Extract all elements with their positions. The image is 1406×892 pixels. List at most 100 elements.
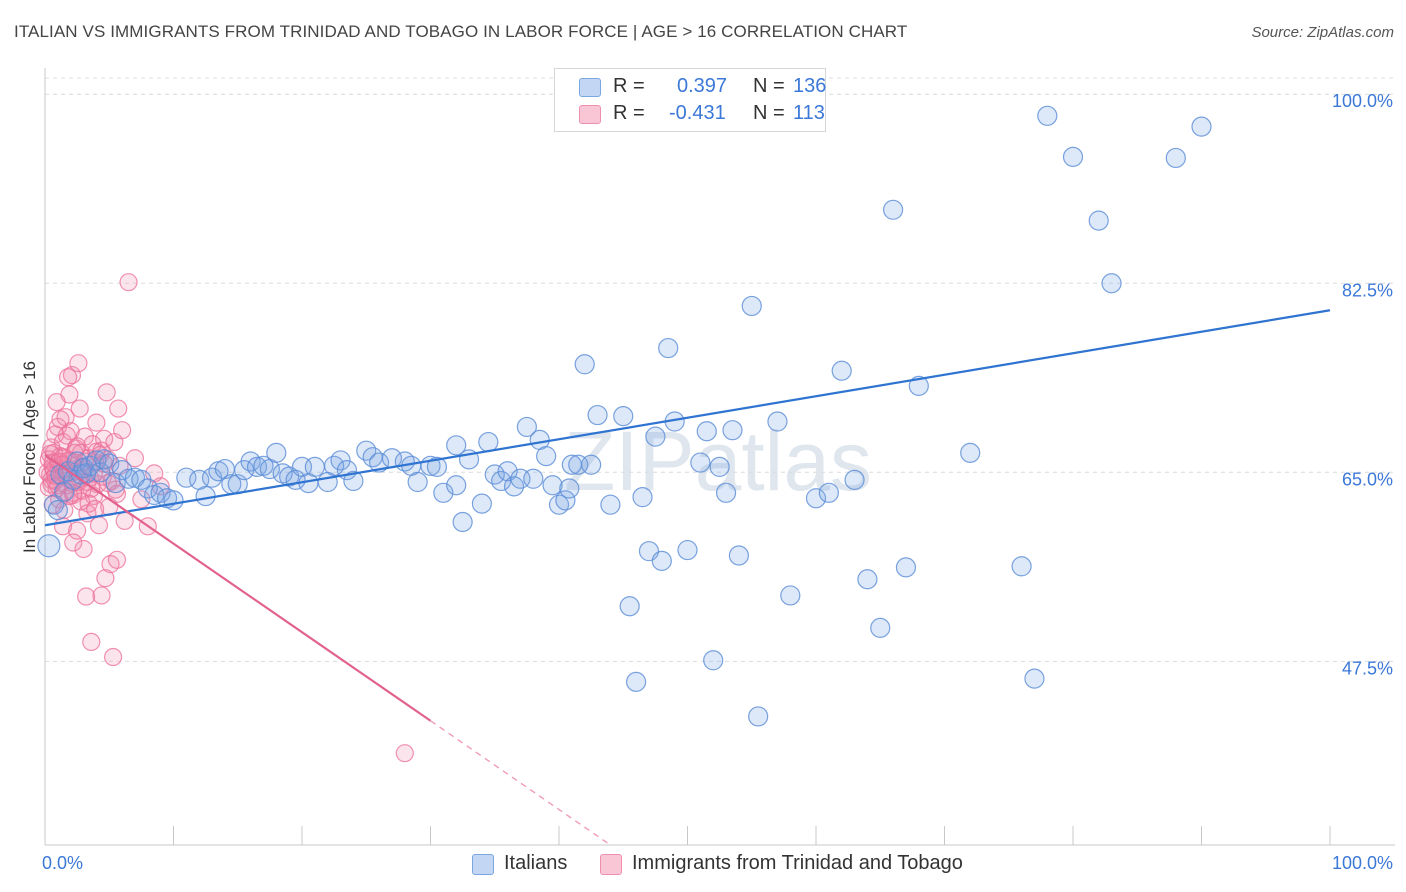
immigrants-point (51, 410, 70, 429)
italians-point (433, 482, 454, 503)
italians-point (86, 450, 107, 471)
italians-legend-label: Italians (504, 852, 568, 874)
italians-point (1024, 668, 1045, 689)
immigrants-point (68, 521, 87, 540)
italians-point (330, 450, 351, 471)
italians-point (613, 406, 634, 427)
italians-point (677, 539, 698, 561)
italians-point (1165, 147, 1186, 169)
x-tick-labels: 0.0% 100.0% (42, 853, 1393, 873)
italians-n-value: 136 (793, 75, 827, 97)
italians-point (478, 431, 499, 453)
italians-point (831, 360, 852, 381)
source-label: Source: ZipAtlas.com (1251, 24, 1394, 41)
trend-lines (44, 309, 1331, 846)
immigrants-point (132, 490, 151, 509)
italians-point (805, 488, 827, 509)
y-tick-labels: 100.0% 82.5% 65.0% 47.5% (1332, 91, 1393, 678)
axes (44, 68, 1395, 846)
italians-point (767, 411, 788, 432)
immigrants-point (395, 744, 414, 763)
italians-point (369, 452, 390, 473)
italians-point (632, 487, 653, 508)
italians-point (555, 490, 576, 511)
italians-point (559, 478, 580, 499)
italians-point (600, 494, 621, 515)
y-tick-label: 47.5% (1342, 658, 1393, 678)
immigrants-point (107, 550, 127, 569)
x-tick-label: 0.0% (42, 853, 83, 873)
italians-point (47, 500, 68, 521)
immigrants-point (87, 413, 106, 432)
italians-point (1037, 105, 1058, 126)
chart-title: ITALIAN VS IMMIGRANTS FROM TRINIDAD AND … (14, 22, 908, 41)
italians-r-value: 0.397 (677, 75, 728, 97)
italians-point (748, 706, 769, 727)
immigrants-point (74, 539, 93, 559)
italians-point (574, 354, 595, 375)
x-tick-label: 100.0% (1332, 853, 1393, 873)
italians-point (516, 416, 537, 438)
italians-point (709, 456, 730, 478)
r-label: R = (613, 75, 645, 97)
immigrants-point (59, 368, 78, 387)
immigrants-point (57, 426, 76, 445)
n-label: N = (753, 102, 785, 124)
immigrants-point (75, 427, 94, 446)
italians-point (715, 482, 737, 503)
italians-trend-line (44, 309, 1331, 527)
correlation-legend: R = 0.397 N = 136 R = -0.431 N = 113 (554, 68, 826, 132)
italians-point (452, 511, 473, 533)
italians-point (343, 470, 364, 492)
immigrants-legend-label: Immigrants from Trinidad and Tobago (632, 852, 963, 874)
immigrants-point (77, 587, 96, 606)
italians-point (722, 420, 743, 441)
italians-point (105, 473, 126, 494)
italians-point (690, 452, 711, 473)
italians-point (426, 456, 448, 478)
immigrants-point (104, 647, 123, 667)
italians-point (523, 468, 544, 489)
italians-point (37, 534, 61, 558)
italians-point (619, 596, 640, 617)
y-tick-label: 100.0% (1332, 91, 1393, 111)
immigrants-point (39, 478, 58, 497)
italians-point (895, 557, 917, 578)
italians-point (741, 295, 762, 317)
immigrants-point (92, 586, 111, 605)
italians-point (703, 650, 724, 671)
y-tick-label: 65.0% (1342, 469, 1393, 489)
italians-point (150, 482, 171, 503)
n-label: N = (753, 75, 785, 97)
italians-point (240, 451, 261, 472)
immigrants-point (107, 484, 127, 504)
italians-legend-swatch (472, 854, 494, 875)
italians-point (324, 455, 345, 476)
immigrants-point (112, 421, 132, 440)
r-label: R = (613, 102, 645, 124)
italians-point (246, 456, 268, 478)
italians-point (651, 550, 672, 571)
italians-point (625, 671, 647, 692)
immigrants-point (47, 392, 66, 412)
immigrants-swatch (579, 105, 601, 124)
italians-point (908, 375, 929, 396)
italians-point (696, 421, 717, 442)
italians-point (266, 442, 287, 463)
immigrants-point (125, 449, 145, 468)
italians-point (818, 482, 839, 503)
italians-point (658, 337, 679, 359)
italians-point (195, 485, 216, 507)
immigrants-trend-extension (430, 720, 611, 846)
immigrants-point (151, 477, 170, 496)
italians-point (446, 475, 467, 496)
italians-point (407, 471, 428, 493)
italians-point (587, 404, 608, 426)
italians-point (304, 456, 325, 478)
italians-point (1101, 273, 1122, 294)
italians-point (176, 467, 197, 488)
immigrants-point (89, 516, 109, 535)
italians-point (542, 475, 563, 496)
immigrants-point (82, 632, 101, 652)
